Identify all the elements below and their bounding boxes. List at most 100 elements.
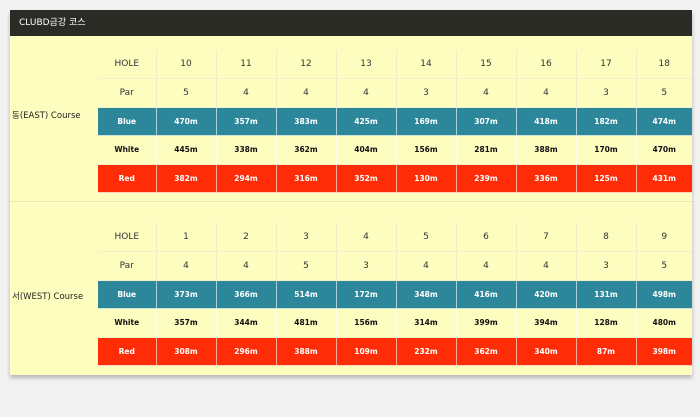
- white-cell: 399m: [456, 308, 517, 338]
- holes-cell: 7: [516, 223, 577, 252]
- white-cell: 156m: [336, 308, 397, 338]
- east-par-row: Par 5 4 4 4 3 4 4 3 5: [98, 78, 692, 108]
- holes-cell: 2: [216, 223, 277, 252]
- par-cell: 4: [516, 251, 577, 281]
- par-cell: 4: [456, 251, 517, 281]
- blue-cell: 348m: [396, 280, 457, 309]
- west-white-tee-row: White 357m 344m 481m 156m 314m 399m 394m 128m 480…: [98, 308, 692, 338]
- red-cell: 388m: [276, 337, 337, 366]
- row-label: Red: [98, 337, 157, 366]
- blue-cell: 418m: [516, 107, 577, 136]
- holes-cell: 10: [156, 50, 217, 79]
- west-blue-tee-row: Blue 373m 366m 514m 172m 348m 416m 420m 131m 498m: [98, 280, 692, 309]
- white-cell: 156m: [396, 135, 457, 165]
- white-cell: 128m: [576, 308, 637, 338]
- holes-cell: 5: [396, 223, 457, 252]
- white-cell: 314m: [396, 308, 457, 338]
- holes-cell: 9: [636, 223, 692, 252]
- blue-cell: 182m: [576, 107, 637, 136]
- red-cell: 296m: [216, 337, 277, 366]
- par-cell: 4: [396, 251, 457, 281]
- par-cell: 5: [636, 78, 692, 108]
- west-red-tee-row: Red 308m 296m 388m 109m 232m 362m 340m 87m 398m: [98, 337, 692, 366]
- par-cell: 3: [336, 251, 397, 281]
- white-cell: 338m: [216, 135, 277, 165]
- red-cell: 239m: [456, 164, 517, 193]
- white-cell: 388m: [516, 135, 577, 165]
- blue-cell: 169m: [396, 107, 457, 136]
- red-cell: 431m: [636, 164, 692, 193]
- par-cell: 3: [396, 78, 457, 108]
- east-red-tee-row: Red 382m 294m 316m 352m 130m 239m 336m 125m 431m: [98, 164, 692, 193]
- east-scorecard-table: HOLE 10 11 12 13 14 15 16 17 18 Par 5 4 4 4 3 4 4 3 5 Blue 47…: [98, 50, 692, 193]
- red-cell: 125m: [576, 164, 637, 193]
- red-cell: 382m: [156, 164, 217, 193]
- east-blue-tee-row: Blue 470m 357m 383m 425m 169m 307m 418m 182m 474m: [98, 107, 692, 136]
- red-cell: 316m: [276, 164, 337, 193]
- panel-title: CLUBD금강 코스: [19, 18, 86, 28]
- red-cell: 87m: [576, 337, 637, 366]
- holes-cell: 3: [276, 223, 337, 252]
- par-cell: 4: [516, 78, 577, 108]
- holes-cell: 15: [456, 50, 517, 79]
- red-cell: 232m: [396, 337, 457, 366]
- east-course-name: 동(EAST) Course: [12, 111, 81, 121]
- west-course-name: 서(WEST) Course: [12, 292, 84, 302]
- par-cell: 4: [156, 251, 217, 281]
- holes-cell: 4: [336, 223, 397, 252]
- par-cell: 4: [276, 78, 337, 108]
- blue-cell: 131m: [576, 280, 637, 309]
- par-cell: 3: [576, 78, 637, 108]
- west-par-row: Par 4 4 5 3 4 4 4 3 5: [98, 251, 692, 281]
- blue-cell: 383m: [276, 107, 337, 136]
- red-cell: 130m: [396, 164, 457, 193]
- par-cell: 5: [156, 78, 217, 108]
- row-label: Par: [98, 251, 157, 281]
- white-cell: 470m: [636, 135, 692, 165]
- red-cell: 362m: [456, 337, 517, 366]
- white-cell: 281m: [456, 135, 517, 165]
- blue-cell: 172m: [336, 280, 397, 309]
- red-cell: 294m: [216, 164, 277, 193]
- blue-cell: 416m: [456, 280, 517, 309]
- red-cell: 308m: [156, 337, 217, 366]
- white-cell: 481m: [276, 308, 337, 338]
- par-cell: 3: [576, 251, 637, 281]
- row-label: Blue: [98, 107, 157, 136]
- blue-cell: 514m: [276, 280, 337, 309]
- holes-cell: 17: [576, 50, 637, 79]
- red-cell: 340m: [516, 337, 577, 366]
- holes-cell: 18: [636, 50, 692, 79]
- par-cell: 5: [636, 251, 692, 281]
- white-cell: 170m: [576, 135, 637, 165]
- par-cell: 4: [456, 78, 517, 108]
- row-label: White: [98, 135, 157, 165]
- row-label: White: [98, 308, 157, 338]
- par-cell: 5: [276, 251, 337, 281]
- west-hole-row: HOLE 1 2 3 4 5 6 7 8 9: [98, 223, 692, 252]
- holes-cell: 8: [576, 223, 637, 252]
- course-panel: CLUBD금강 코스 동(EAST) Course HOLE 10 11 12 13 14…: [10, 10, 692, 375]
- holes-cell: 16: [516, 50, 577, 79]
- blue-cell: 425m: [336, 107, 397, 136]
- par-cell: 4: [216, 251, 277, 281]
- holes-cell: 13: [336, 50, 397, 79]
- holes-cell: 1: [156, 223, 217, 252]
- holes-cell: 14: [396, 50, 457, 79]
- row-label: HOLE: [98, 50, 157, 79]
- white-cell: 362m: [276, 135, 337, 165]
- east-hole-row: HOLE 10 11 12 13 14 15 16 17 18: [98, 50, 692, 79]
- blue-cell: 498m: [636, 280, 692, 309]
- par-cell: 4: [336, 78, 397, 108]
- blue-cell: 470m: [156, 107, 217, 136]
- blue-cell: 373m: [156, 280, 217, 309]
- holes-cell: 12: [276, 50, 337, 79]
- white-cell: 404m: [336, 135, 397, 165]
- red-cell: 109m: [336, 337, 397, 366]
- row-label: Red: [98, 164, 157, 193]
- red-cell: 336m: [516, 164, 577, 193]
- panel-header: CLUBD금강 코스: [10, 10, 692, 36]
- white-cell: 357m: [156, 308, 217, 338]
- west-scorecard-table: HOLE 1 2 3 4 5 6 7 8 9 Par 4 4 5 3 4 4 4 3 5 Blue 373m 366m 514…: [98, 223, 692, 366]
- row-label: HOLE: [98, 223, 157, 252]
